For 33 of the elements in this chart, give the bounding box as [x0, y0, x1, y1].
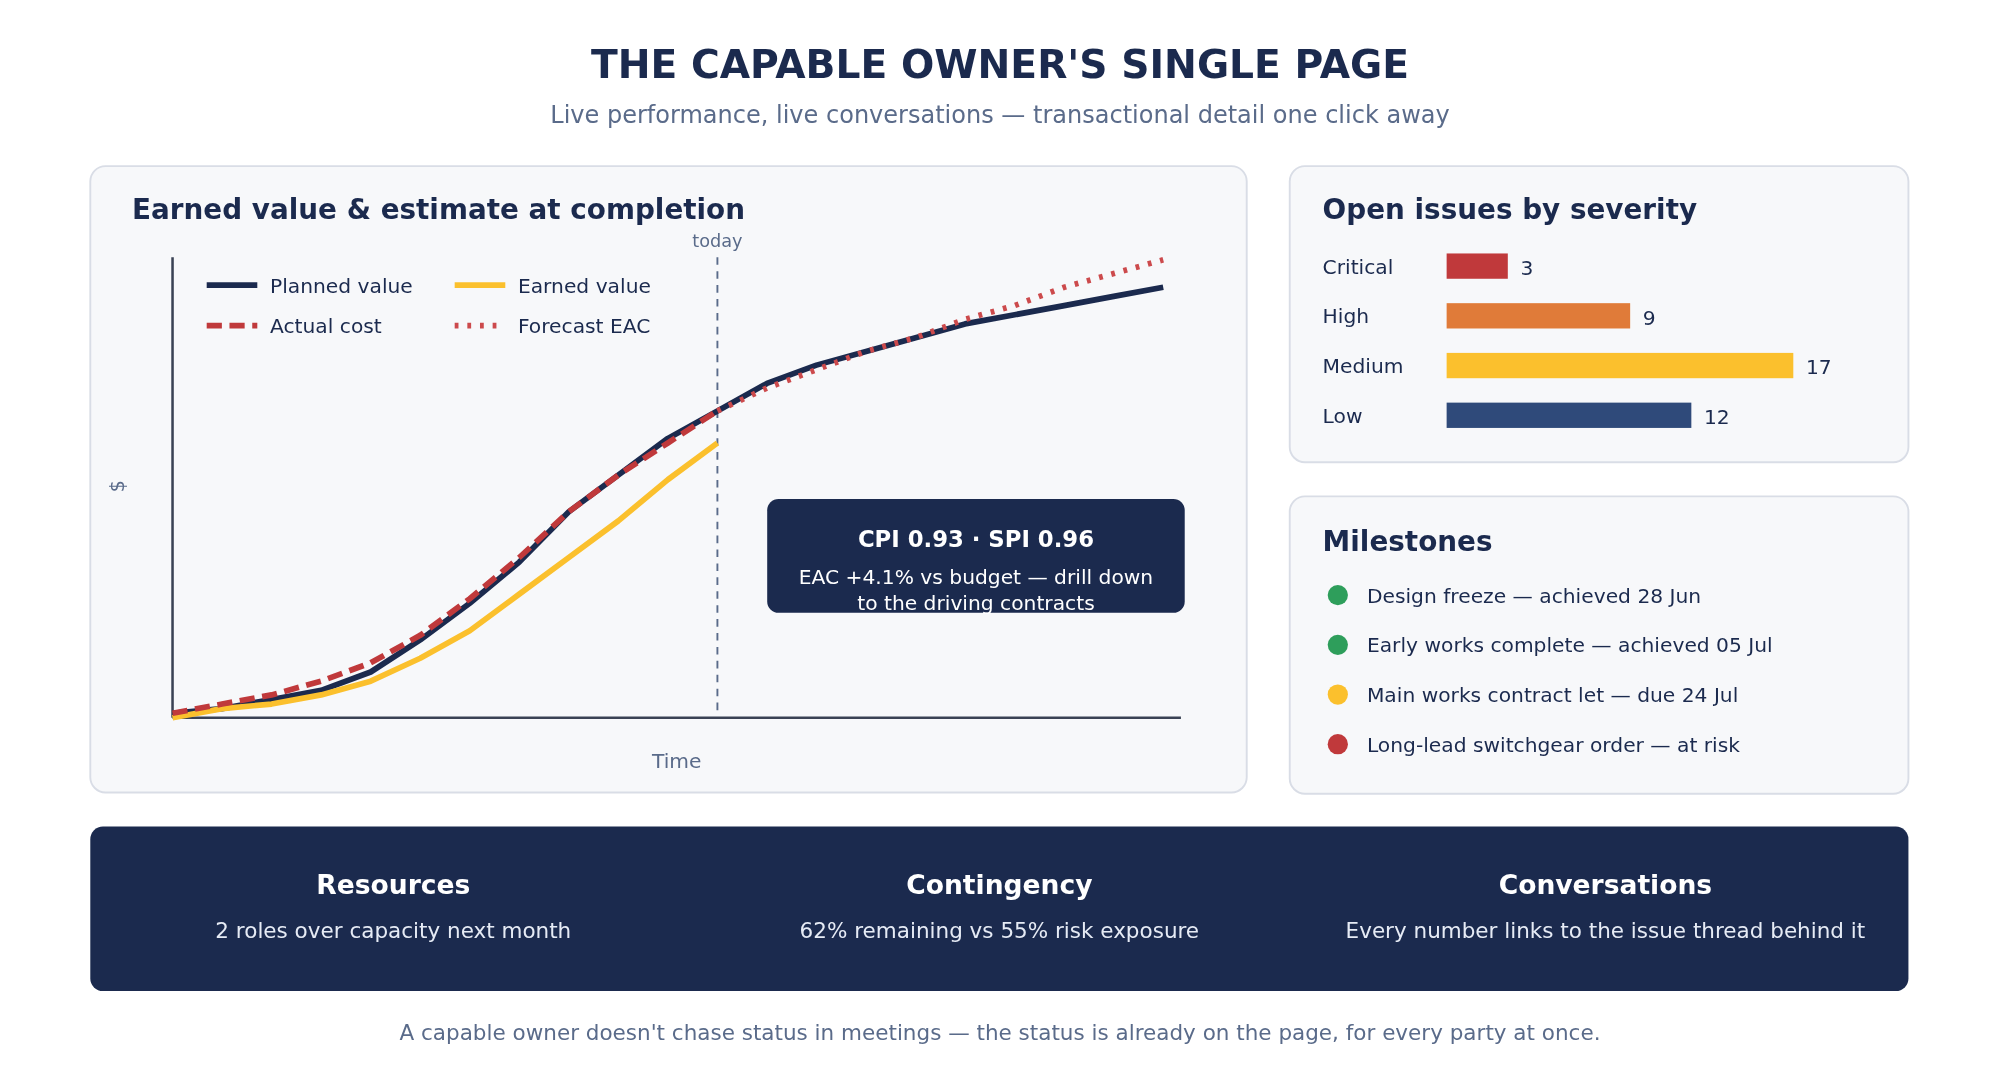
text: 62% remaining vs 55% risk exposure [799, 917, 1200, 943]
annotation: EAC +4.1% vs budget — drill down to the driving contracts [798, 564, 1154, 616]
y-tick-label: Critical [1322, 254, 1394, 279]
category-label: Design freeze — achieved 28 Jun [1366, 583, 1702, 608]
x-axis-title: Time [650, 749, 702, 774]
text: today [692, 231, 743, 252]
category-label: Long-lead switchgear order — at risk [1366, 732, 1741, 757]
data-label: 17 [1805, 355, 1832, 380]
y-axis-title: $ [106, 480, 129, 493]
category-label: Main works contract let — due 24 Jul [1366, 683, 1739, 708]
category-label: Contingency [906, 868, 1093, 900]
y-tick-label: Medium [1322, 354, 1404, 379]
text: Every number links to the issue thread behind it [1345, 917, 1866, 943]
text: Milestones [1322, 524, 1493, 558]
text: THE CAPABLE OWNER'S SINGLE PAGE [590, 41, 1410, 87]
legend-label: Forecast EAC [517, 314, 651, 339]
y-tick-label: Low [1322, 403, 1363, 428]
legend-label: Earned value [517, 273, 651, 298]
text: A capable owner doesn't chase status in meetings — the status is already on the page, for every party at once. [399, 1020, 1601, 1046]
text: Live performance, live conversations — transactional detail one click away [550, 101, 1450, 130]
legend-label: Actual cost [269, 314, 382, 339]
y-tick-label: High [1322, 304, 1370, 329]
data-label: 12 [1703, 405, 1730, 430]
category-label: Early works complete — achieved 05 Jul [1366, 633, 1773, 658]
category-label: Conversations [1498, 868, 1713, 900]
data-label: 3 [1520, 255, 1534, 280]
text: 2 roles over capacity next month [215, 917, 572, 943]
chart-title: Open issues by severity [1322, 193, 1698, 227]
data-label: 9 [1642, 305, 1656, 330]
legend-label: Planned value [269, 273, 413, 298]
chart-title: Earned value & estimate at completion [132, 193, 746, 227]
annotation: CPI 0.93 · SPI 0.96 [857, 525, 1095, 552]
category-label: Resources [316, 868, 471, 900]
